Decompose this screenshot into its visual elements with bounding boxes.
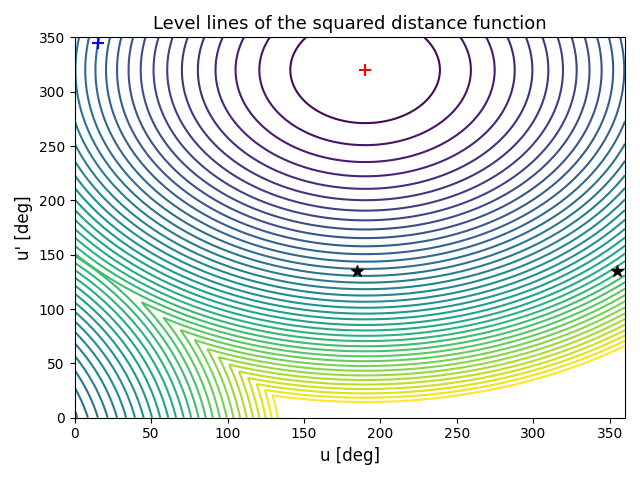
Y-axis label: u' [deg]: u' [deg] (15, 195, 33, 260)
X-axis label: u [deg]: u [deg] (320, 447, 380, 465)
Title: Level lines of the squared distance function: Level lines of the squared distance func… (153, 15, 547, 33)
